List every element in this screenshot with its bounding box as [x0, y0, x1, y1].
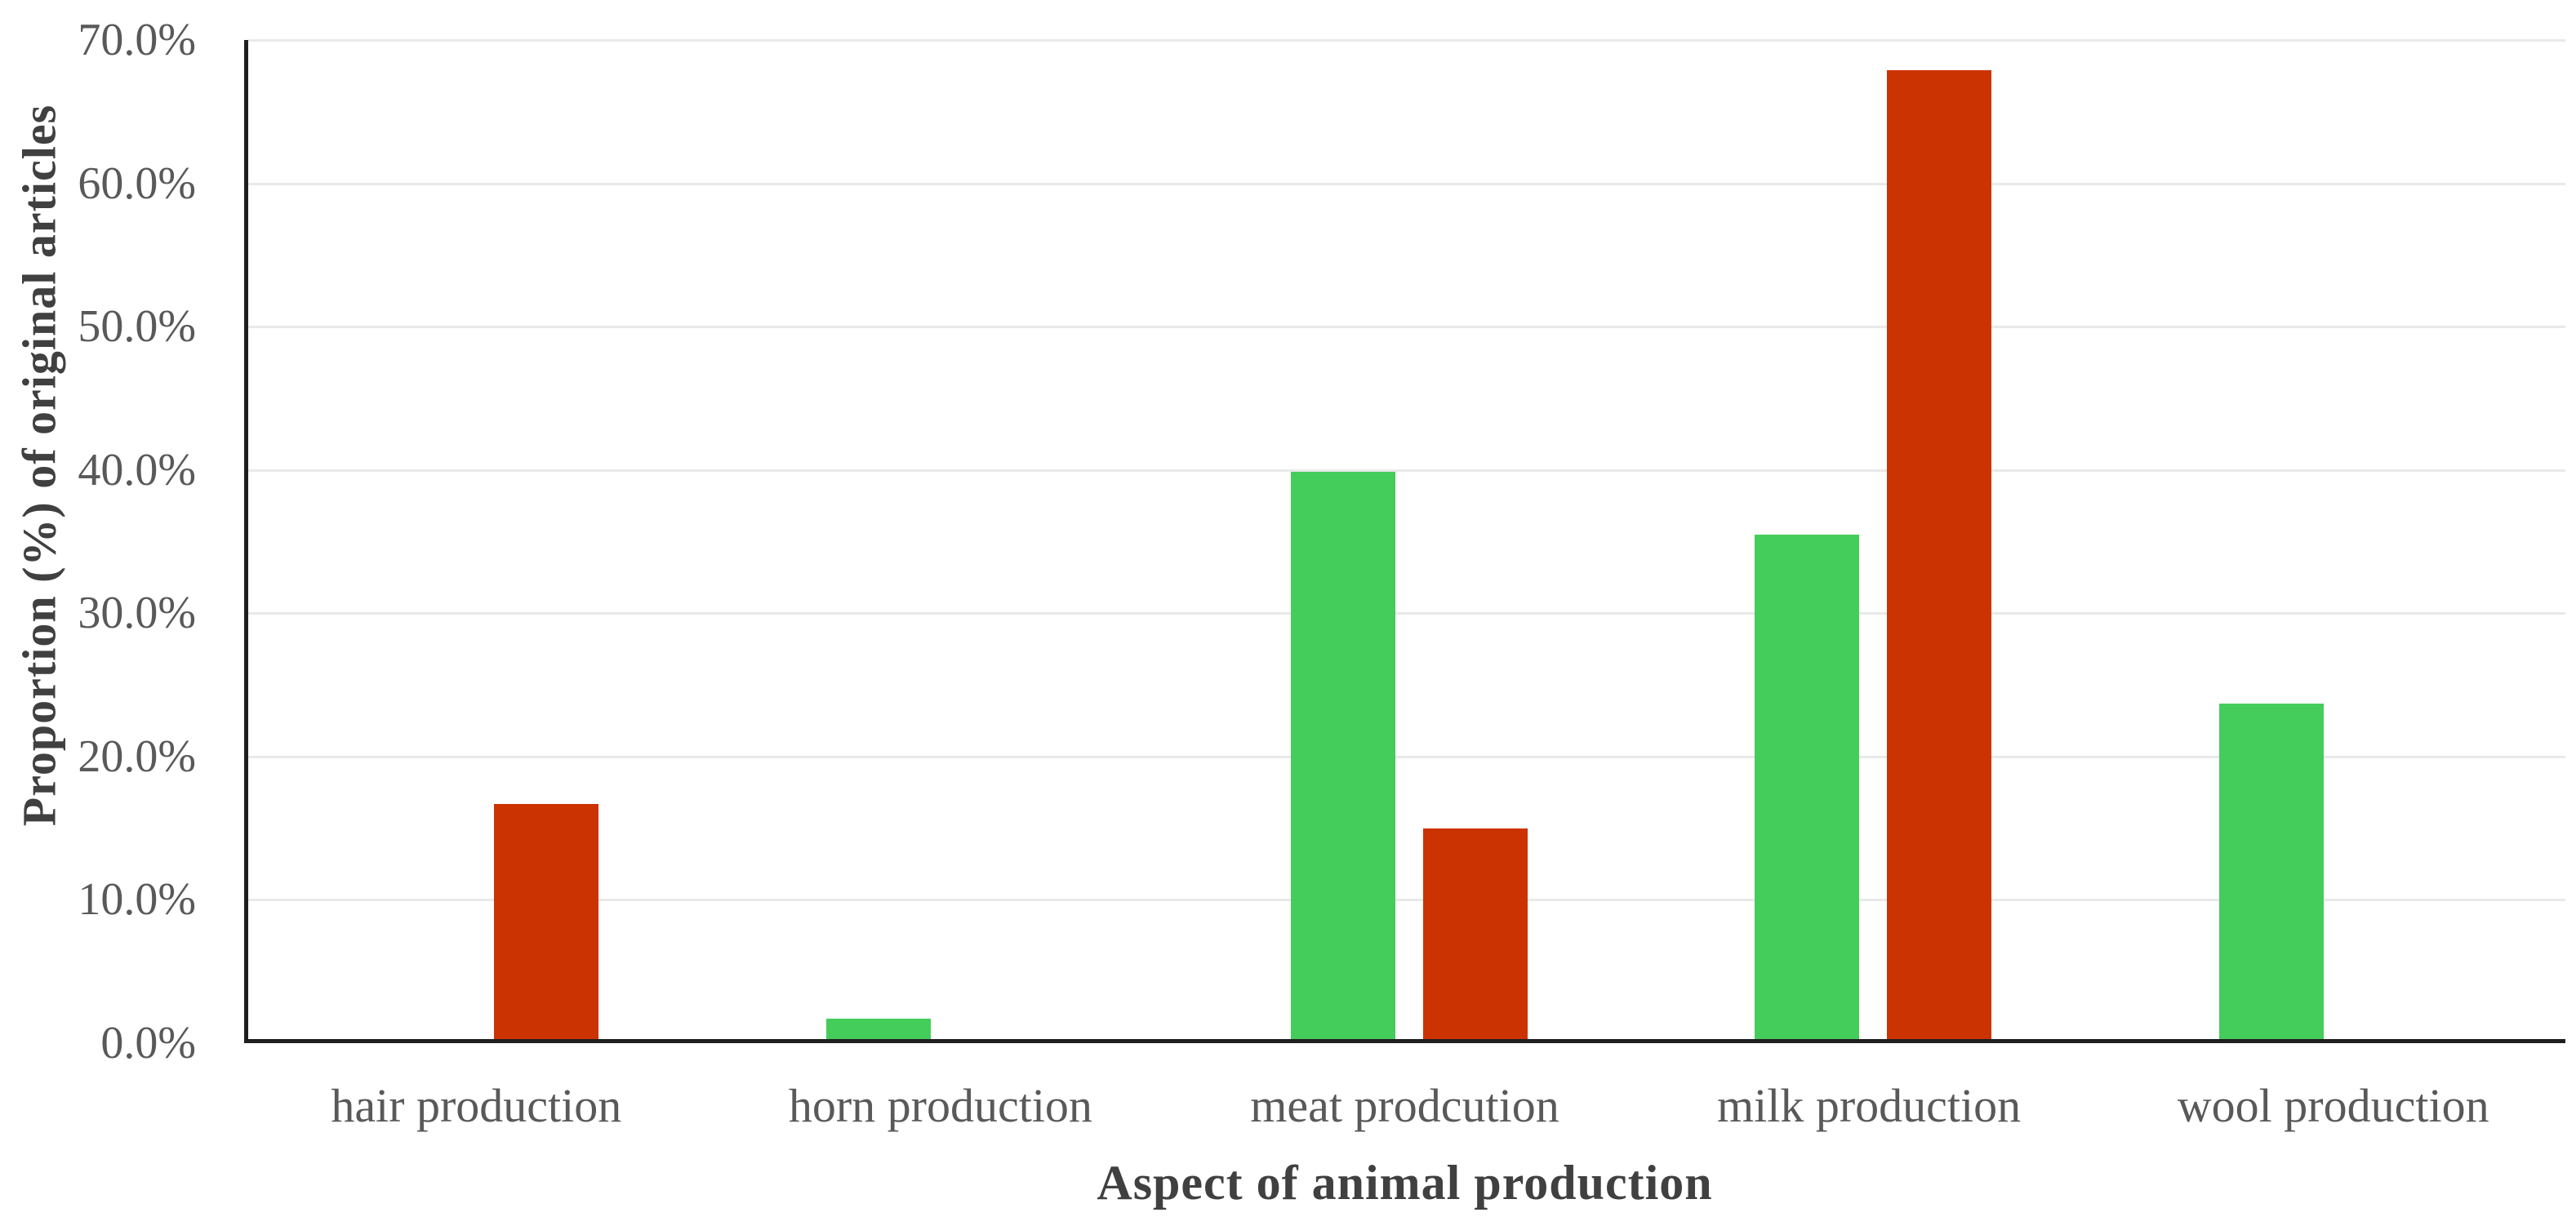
- gridline-10.0%: [248, 899, 2565, 902]
- y-tick-label: 60.0%: [78, 158, 196, 209]
- green-bar-horn: [825, 1019, 931, 1039]
- x-category-label: horn production: [788, 1079, 1092, 1132]
- green-bar-wool: [2218, 704, 2324, 1039]
- plot-area: [244, 39, 2565, 1043]
- x-axis-title: Aspect of animal production: [1097, 1156, 1713, 1210]
- gridline-30.0%: [248, 612, 2565, 615]
- y-tick-label: 70.0%: [78, 15, 196, 65]
- x-category-label: milk production: [1717, 1079, 2022, 1132]
- red-bar-hair: [494, 804, 599, 1039]
- red-bar-milk: [1887, 70, 1992, 1039]
- gridline-50.0%: [248, 326, 2565, 329]
- gridline-40.0%: [248, 469, 2565, 472]
- green-bar-meat: [1290, 471, 1395, 1039]
- y-tick-label: 40.0%: [78, 444, 196, 495]
- y-tick-label: 30.0%: [78, 588, 196, 639]
- x-category-label: hair production: [331, 1079, 622, 1132]
- x-category-label: meat prodcution: [1250, 1079, 1559, 1132]
- red-bar-meat: [1422, 828, 1528, 1039]
- green-bar-milk: [1755, 535, 1860, 1039]
- y-tick-label: 50.0%: [78, 301, 196, 353]
- y-tick-label: 20.0%: [78, 731, 196, 782]
- y-tick-label: 0.0%: [100, 1018, 196, 1068]
- gridline-70.0%: [248, 39, 2565, 42]
- gridline-20.0%: [248, 755, 2565, 758]
- gridline-60.0%: [248, 182, 2565, 185]
- x-category-label: wool production: [2177, 1079, 2489, 1132]
- y-tick-label: 10.0%: [78, 874, 196, 926]
